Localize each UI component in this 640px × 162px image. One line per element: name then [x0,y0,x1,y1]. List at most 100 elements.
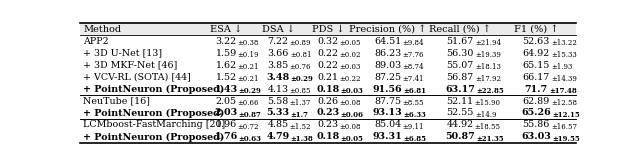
Text: 52.63: 52.63 [523,37,550,46]
Text: ±1.93: ±1.93 [551,63,572,71]
Text: ±1.38: ±1.38 [291,134,314,143]
Text: ±0.19: ±0.19 [237,51,259,59]
Text: ±0.06: ±0.06 [340,110,364,119]
Text: 3.48: 3.48 [266,73,290,82]
Text: 0.26: 0.26 [317,97,339,105]
Text: 3.66: 3.66 [268,49,289,58]
Text: ±0.81: ±0.81 [290,51,311,59]
Text: 50.87: 50.87 [445,133,475,141]
Text: 0.22: 0.22 [317,61,339,70]
Text: ±0.22: ±0.22 [339,75,361,83]
Text: NeuTube [16]: NeuTube [16] [83,97,150,105]
Text: ±17.92: ±17.92 [475,75,501,83]
Text: ±19.39: ±19.39 [475,51,500,59]
Text: ±7.76: ±7.76 [402,51,424,59]
Text: ±6.85: ±6.85 [403,134,426,143]
Text: ±12.15: ±12.15 [552,110,580,119]
Text: ±0.02: ±0.02 [339,51,361,59]
Text: 65.15: 65.15 [523,61,550,70]
Text: 62.89: 62.89 [523,97,550,105]
Text: ±15.90: ±15.90 [475,98,500,107]
Text: ±0.21: ±0.21 [237,75,259,83]
Text: 86.23: 86.23 [374,49,401,58]
Text: ±6.81: ±6.81 [403,87,426,95]
Text: 2.03: 2.03 [214,109,237,117]
Text: ±1.37: ±1.37 [290,98,311,107]
Text: 52.11: 52.11 [447,97,474,105]
Text: 0.22: 0.22 [317,49,339,58]
Text: + 3D U-Net [13]: + 3D U-Net [13] [83,49,162,58]
Text: ±0.21: ±0.21 [237,63,259,71]
Text: 4.13: 4.13 [268,85,289,93]
Text: F1 (%) ↑: F1 (%) ↑ [514,25,559,34]
Text: LCMboost-FastMarching [20]: LCMboost-FastMarching [20] [83,121,225,129]
Text: ±22.85: ±22.85 [476,87,504,95]
Text: 56.30: 56.30 [447,49,474,58]
Text: 1.96: 1.96 [216,121,237,129]
Text: ESA ↓: ESA ↓ [210,25,242,34]
Text: 4.85: 4.85 [268,121,289,129]
Text: ±0.38: ±0.38 [237,39,259,47]
Text: 66.17: 66.17 [523,73,550,82]
Text: ±0.05: ±0.05 [339,39,361,47]
Text: ±0.72: ±0.72 [237,122,259,131]
Text: 63.03: 63.03 [522,133,551,141]
Text: 87.75: 87.75 [374,97,401,105]
Text: 7.22: 7.22 [268,37,289,46]
Text: ±18.13: ±18.13 [475,63,500,71]
Text: 93.31: 93.31 [372,133,403,141]
Text: ±0.87: ±0.87 [239,110,262,119]
Text: + PointNeuron (Proposed): + PointNeuron (Proposed) [83,84,224,94]
Text: ±9.84: ±9.84 [402,39,424,47]
Text: 5.33: 5.33 [267,109,290,117]
Text: ±17.48: ±17.48 [549,87,577,95]
Text: 91.56: 91.56 [372,85,403,93]
Text: 63.17: 63.17 [445,85,475,93]
Text: 64.51: 64.51 [374,37,401,46]
Text: ±0.89: ±0.89 [290,39,311,47]
Text: ±0.08: ±0.08 [339,122,361,131]
Text: 1.52: 1.52 [216,73,237,82]
Text: ±14.9: ±14.9 [475,110,497,119]
Text: ±0.03: ±0.03 [339,63,360,71]
Text: ±13.22: ±13.22 [551,39,577,47]
Text: 4.79: 4.79 [267,133,290,141]
Text: PDS ↓: PDS ↓ [312,25,344,34]
Text: ±0.85: ±0.85 [290,87,311,95]
Text: ±9.11: ±9.11 [402,122,424,131]
Text: 0.18: 0.18 [316,133,339,141]
Text: + PointNeuron (Proposed): + PointNeuron (Proposed) [83,132,224,142]
Text: ±7.41: ±7.41 [402,75,424,83]
Text: 93.13: 93.13 [372,109,403,117]
Text: ±16.57: ±16.57 [551,122,577,131]
Text: 71.7: 71.7 [525,85,548,93]
Text: 0.23: 0.23 [317,121,339,129]
Text: 44.92: 44.92 [447,121,474,129]
Text: 1.76: 1.76 [214,133,237,141]
Text: 56.87: 56.87 [447,73,474,82]
Text: ±8.74: ±8.74 [402,63,424,71]
Text: Recall (%) ↑: Recall (%) ↑ [429,25,491,34]
Text: 1.43: 1.43 [214,85,237,93]
Text: 65.26: 65.26 [522,109,551,117]
Text: 51.67: 51.67 [447,37,474,46]
Text: 55.07: 55.07 [447,61,474,70]
Text: ±0.63: ±0.63 [239,134,262,143]
Text: 85.04: 85.04 [374,121,401,129]
Text: ±0.66: ±0.66 [237,98,259,107]
Text: ±15.33: ±15.33 [551,51,577,59]
Text: 0.18: 0.18 [316,85,339,93]
Text: ±0.05: ±0.05 [340,134,364,143]
Text: 2.05: 2.05 [216,97,237,105]
Text: ±1.52: ±1.52 [290,122,311,131]
Text: 3.22: 3.22 [216,37,237,46]
Text: ±21.94: ±21.94 [475,39,501,47]
Bar [80,23,576,35]
Text: ±0.08: ±0.08 [339,98,361,107]
Text: 0.21: 0.21 [317,73,339,82]
Text: 87.25: 87.25 [374,73,401,82]
Text: 3.85: 3.85 [268,61,289,70]
Text: 5.58: 5.58 [268,97,289,105]
Text: Method: Method [83,25,121,34]
Text: 52.55: 52.55 [447,109,474,117]
